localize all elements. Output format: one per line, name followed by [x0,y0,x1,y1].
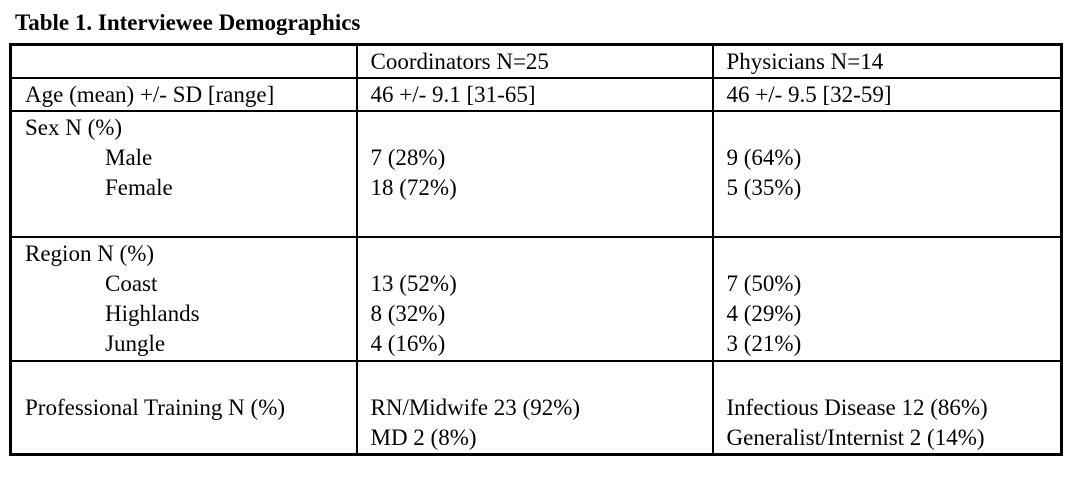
training-coordinators-value-1: RN/Midwife 23 (92%) [370,395,581,420]
region-coast-coordinators-value: 13 (52%) [370,271,457,296]
training-label-cell: Professional Training N (%) [9,360,358,456]
age-coordinators-cell: 46 +/- 9.1 [31-65] [355,77,714,112]
blank-line [727,363,1055,393]
sex-female-coordinators-value: 18 (72%) [370,175,457,200]
training-label: Professional Training N (%) [25,395,286,420]
region-label: Region N (%) [25,241,155,266]
region-row: Region N (%) Coast Highlands Jungle 13 (… [9,236,1063,362]
sex-male-coordinators-value: 7 (28%) [370,145,446,170]
header-empty-cell [9,43,358,79]
training-physicians-value-1: Infectious Disease 12 (86%) [726,395,988,420]
sex-label: Sex N (%) [25,115,123,140]
region-label-cell: Region N (%) Coast Highlands Jungle [9,236,358,362]
blank-line [25,203,350,233]
table-title: Table 1. Interviewee Demographics [15,10,361,35]
sex-item-female: Female [105,175,173,200]
header-row: Coordinators N=25 Physicians N=14 [9,43,1063,79]
blank-line [727,239,1055,269]
age-physicians-value: 46 +/- 9.5 [32-59] [726,82,892,107]
sex-item-male: Male [105,145,153,170]
header-coordinators-cell: Coordinators N=25 [355,43,714,79]
training-physicians-cell: Infectious Disease 12 (86%) Generalist/I… [711,360,1063,456]
region-item-highlands: Highlands [105,301,200,326]
blank-line [25,47,350,76]
region-item-jungle: Jungle [105,331,166,356]
training-coordinators-value-2: MD 2 (8%) [370,425,477,450]
sex-female-physicians-value: 5 (35%) [726,175,802,200]
header-physicians-label: Physicians N=14 [726,49,884,74]
region-physicians-cell: 7 (50%) 4 (29%) 3 (21%) [711,236,1063,362]
demographics-table: Coordinators N=25 Physicians N=14 Age (m… [9,43,1063,456]
blank-line [371,113,706,143]
region-highlands-coordinators-value: 8 (32%) [370,301,446,326]
age-label-cell: Age (mean) +/- SD [range] [9,77,358,112]
sex-physicians-cell: 9 (64%) 5 (35%) [711,110,1063,238]
sex-male-physicians-value: 9 (64%) [726,145,802,170]
blank-line [727,113,1055,143]
training-coordinators-cell: RN/Midwife 23 (92%) MD 2 (8%) [355,360,714,456]
age-label: Age (mean) +/- SD [range] [25,82,275,107]
region-highlands-physicians-value: 4 (29%) [726,301,802,326]
region-coordinators-cell: 13 (52%) 8 (32%) 4 (16%) [355,236,714,362]
age-row: Age (mean) +/- SD [range] 46 +/- 9.1 [31… [9,77,1063,112]
blank-line [371,363,706,393]
training-physicians-value-2: Generalist/Internist 2 (14%) [726,425,985,450]
region-item-coast: Coast [105,271,158,296]
header-coordinators-label: Coordinators N=25 [370,49,549,74]
header-physicians-cell: Physicians N=14 [711,43,1063,79]
region-coast-physicians-value: 7 (50%) [726,271,802,296]
blank-line [371,203,706,233]
blank-line [25,363,350,393]
training-row: Professional Training N (%) RN/Midwife 2… [9,360,1063,456]
sex-label-cell: Sex N (%) Male Female [9,110,358,238]
blank-line [371,239,706,269]
age-coordinators-value: 46 +/- 9.1 [31-65] [370,82,536,107]
region-jungle-coordinators-value: 4 (16%) [370,331,446,356]
blank-line [727,203,1055,233]
region-jungle-physicians-value: 3 (21%) [726,331,802,356]
sex-coordinators-cell: 7 (28%) 18 (72%) [355,110,714,238]
sex-row: Sex N (%) Male Female 7 (28%) 18 (72%) 9… [9,110,1063,238]
age-physicians-cell: 46 +/- 9.5 [32-59] [711,77,1063,112]
